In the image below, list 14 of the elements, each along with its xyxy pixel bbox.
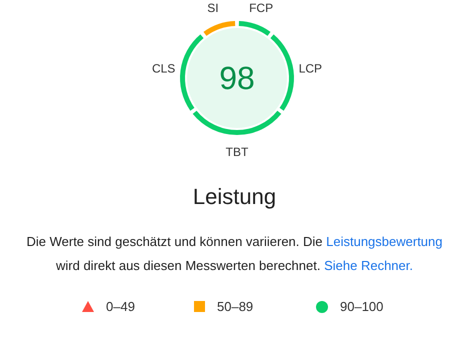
text: Die Werte sind geschätzt und können variieren. Die <box>26 234 323 249</box>
text: 50–89 <box>217 299 254 314</box>
text: 90–100 <box>340 299 384 314</box>
text: Leistung <box>192 184 278 210</box>
slice-label: CLS <box>152 61 176 76</box>
slice-label: FCP <box>249 1 274 16</box>
text: Leistungsbewertung <box>326 234 442 249</box>
slice-label: SI <box>207 1 219 16</box>
text: wird direkt aus diesen Messwerten berechnet. <box>56 258 320 273</box>
text: 0–49 <box>106 299 135 314</box>
text: Siehe Rechner. <box>324 258 413 273</box>
slice-label: LCP <box>298 61 322 76</box>
text: 98 <box>219 60 255 96</box>
slice-label: TBT <box>226 145 249 159</box>
